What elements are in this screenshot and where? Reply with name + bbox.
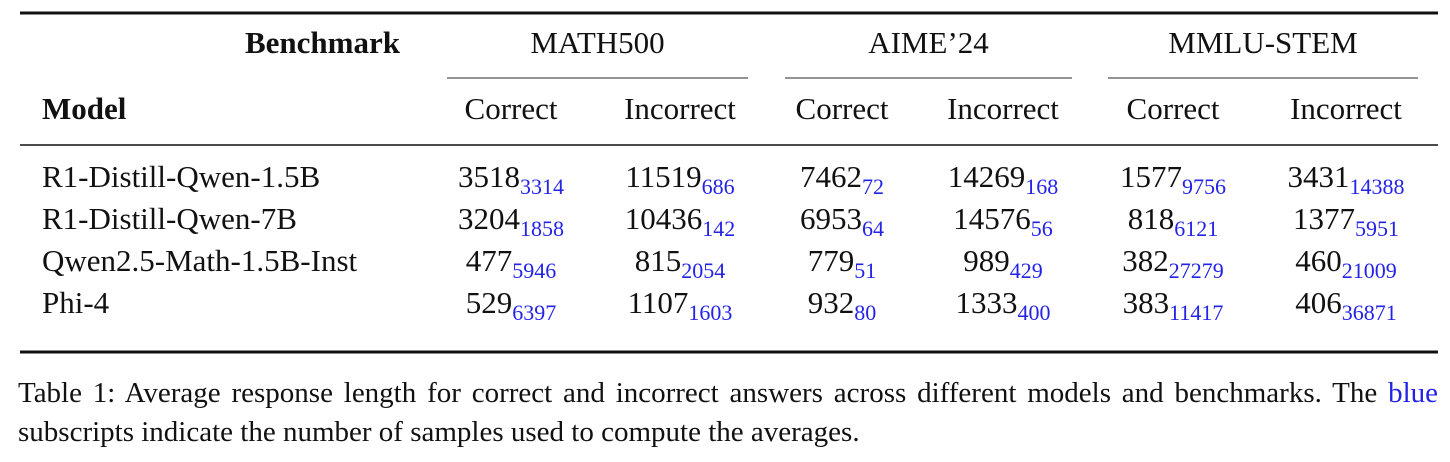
model-name: Phi-4 [42,285,110,320]
cell-value: 11519 [625,159,701,194]
model-name: R1-Distill-Qwen-7B [42,201,297,236]
cell: 35183314 [458,159,564,199]
cell-value: 477 [466,243,513,278]
column-header: Correct [796,91,889,126]
cell-samples: 51 [854,258,876,283]
cell-value: 1377 [1293,201,1355,236]
cell: 46021009 [1295,243,1397,283]
cell-value: 1577 [1120,159,1182,194]
cell: 4775946 [466,243,557,283]
caption: Table 1: Average response length for cor… [18,374,1438,452]
cell: 10436142 [625,201,736,241]
table: Benchmark Model MATH500 Correct Incorrect A… [20,11,1438,354]
cell: 38227279 [1122,243,1224,283]
cell-value: 10436 [625,201,703,236]
cell: 93280 [808,285,877,325]
cell-value: 14269 [948,159,1026,194]
cell: 38311417 [1123,285,1224,325]
column-header: Correct [465,91,558,126]
cell-samples: 9756 [1182,174,1226,199]
cell-samples: 11417 [1169,300,1223,325]
cell: 343114388 [1288,159,1405,199]
cell-samples: 1603 [688,300,732,325]
cell-samples: 168 [1025,174,1058,199]
cell-value: 989 [963,243,1010,278]
cell-value: 382 [1122,243,1169,278]
cell-samples: 21009 [1342,258,1397,283]
cell-samples: 6397 [512,300,556,325]
cell: 8152054 [635,243,726,283]
group-header: AIME’24 [868,25,989,60]
cell: 14269168 [948,159,1059,199]
cell-value: 1107 [628,285,689,320]
cell-value: 14576 [953,201,1031,236]
caption-highlight: blue [1388,377,1438,409]
column-header: Correct [1127,91,1220,126]
group-header: MMLU-STEM [1168,25,1357,60]
cell-value: 406 [1295,285,1342,320]
cell-value: 3431 [1288,159,1350,194]
cell-samples: 400 [1018,300,1051,325]
cell-samples: 5946 [512,258,556,283]
cell: 989429 [963,243,1043,283]
cell-samples: 27279 [1169,258,1224,283]
caption-text: Table 1: Average response length for cor… [18,377,1378,409]
cell-value: 460 [1295,243,1342,278]
cell-samples: 56 [1031,216,1053,241]
cell-value: 818 [1128,201,1175,236]
cell-samples: 5951 [1355,216,1399,241]
cell: 13775951 [1293,201,1399,241]
cell-value: 383 [1123,285,1170,320]
cell-samples: 1858 [520,216,564,241]
cell-samples: 429 [1010,258,1043,283]
cell-value: 779 [808,243,855,278]
cell: 32041858 [458,201,564,241]
cell-samples: 36871 [1342,300,1397,325]
cell-samples: 14388 [1350,174,1405,199]
cell: 746272 [800,159,884,199]
cell-samples: 686 [702,174,735,199]
model-name: R1-Distill-Qwen-1.5B [42,159,320,194]
cell-value: 7462 [800,159,862,194]
cell-value: 529 [466,285,513,320]
cell-value: 815 [635,243,682,278]
column-header: Incorrect [1290,91,1402,126]
cell-samples: 64 [862,216,884,241]
cell: 1333400 [956,285,1051,325]
column-header: Incorrect [624,91,736,126]
caption-text: subscripts indicate the number of sample… [18,416,860,448]
cell-value: 1333 [956,285,1018,320]
cell: 11071603 [628,285,733,325]
cell: 40636871 [1295,285,1397,325]
model-name: Qwen2.5-Math-1.5B-Inst [42,243,358,278]
cell-value: 3204 [458,201,521,236]
cell: 77951 [808,243,877,283]
cell-value: 6953 [800,201,862,236]
cell-samples: 3314 [520,174,564,199]
cell-value: 932 [808,285,855,320]
cell: 8186121 [1128,201,1219,241]
cell: 5296397 [466,285,557,325]
cell-samples: 6121 [1174,216,1218,241]
cell: 695364 [800,201,884,241]
corner-top: Benchmark [245,25,401,60]
group-header: MATH500 [530,25,664,60]
cell-samples: 2054 [681,258,725,283]
corner-bottom: Model [42,91,127,126]
cell-samples: 142 [702,216,735,241]
cell: 11519686 [625,159,734,199]
cell-value: 3518 [458,159,520,194]
cell-samples: 72 [862,174,884,199]
cell: 1457656 [953,201,1053,241]
column-header: Incorrect [947,91,1059,126]
cell-samples: 80 [854,300,876,325]
cell: 15779756 [1120,159,1226,199]
